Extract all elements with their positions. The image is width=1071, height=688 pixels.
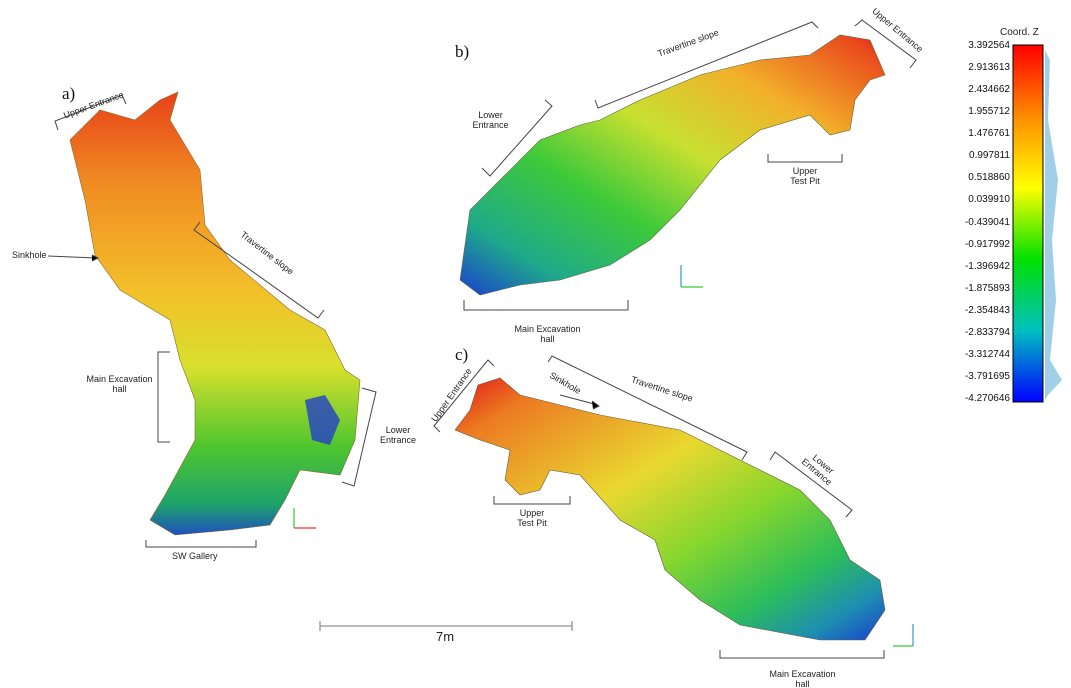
colorbar-tick-label: 2.913613 bbox=[958, 62, 1010, 73]
colorbar-tick-label: 1.476761 bbox=[958, 128, 1010, 139]
figure: a) Upper Entrance Sinkhole Travertine sl… bbox=[0, 0, 1071, 688]
panel-label: a) bbox=[62, 84, 75, 104]
colorbar-tick-label: -3.312744 bbox=[958, 349, 1010, 360]
annotation: Sinkhole bbox=[12, 250, 47, 260]
annotation: Upper Test Pit bbox=[785, 166, 825, 186]
colorbar-tick-label: -3.791695 bbox=[958, 371, 1010, 382]
scale-bar-label: 7m bbox=[436, 630, 454, 644]
colorbar-tick-label: 2.434662 bbox=[958, 84, 1010, 95]
model-b bbox=[460, 35, 885, 295]
colorbar-tick-label: -2.833794 bbox=[958, 327, 1010, 338]
colorbar bbox=[1013, 45, 1043, 402]
annotation: Lower Entrance bbox=[378, 425, 418, 445]
colorbar-tick-label: -1.875893 bbox=[958, 283, 1010, 294]
annotation: Upper Test Pit bbox=[512, 508, 552, 528]
colorbar-tick-label: -4.270646 bbox=[958, 393, 1010, 404]
colorbar-histogram bbox=[1045, 50, 1062, 400]
figure-graphics bbox=[0, 0, 1071, 688]
colorbar-tick-label: -0.917992 bbox=[958, 239, 1010, 250]
colorbar-tick-label: 0.518860 bbox=[958, 172, 1010, 183]
colorbar-tick-label: 0.997811 bbox=[958, 150, 1010, 161]
panel-label: c) bbox=[455, 345, 468, 365]
panel-label: b) bbox=[455, 42, 469, 62]
annotation: Main Excavation hall bbox=[510, 324, 585, 344]
colorbar-tick-label: 1.955712 bbox=[958, 106, 1010, 117]
colorbar-title: Coord. Z bbox=[1000, 28, 1039, 38]
colorbar-tick-label: -0.439041 bbox=[958, 217, 1010, 228]
colorbar-tick-label: 0.039910 bbox=[958, 194, 1010, 205]
colorbar-tick-label: -2.354843 bbox=[958, 305, 1010, 316]
annotation: SW Gallery bbox=[172, 551, 218, 561]
model-a bbox=[70, 92, 360, 535]
annotation: Main Excavation hall bbox=[82, 374, 157, 394]
colorbar-tick-label: 3.392564 bbox=[958, 40, 1010, 51]
colorbar-tick-label: -1.396942 bbox=[958, 261, 1010, 272]
annotation: Main Excavation hall bbox=[765, 669, 840, 688]
annotation: Lower Entrance bbox=[468, 110, 513, 130]
